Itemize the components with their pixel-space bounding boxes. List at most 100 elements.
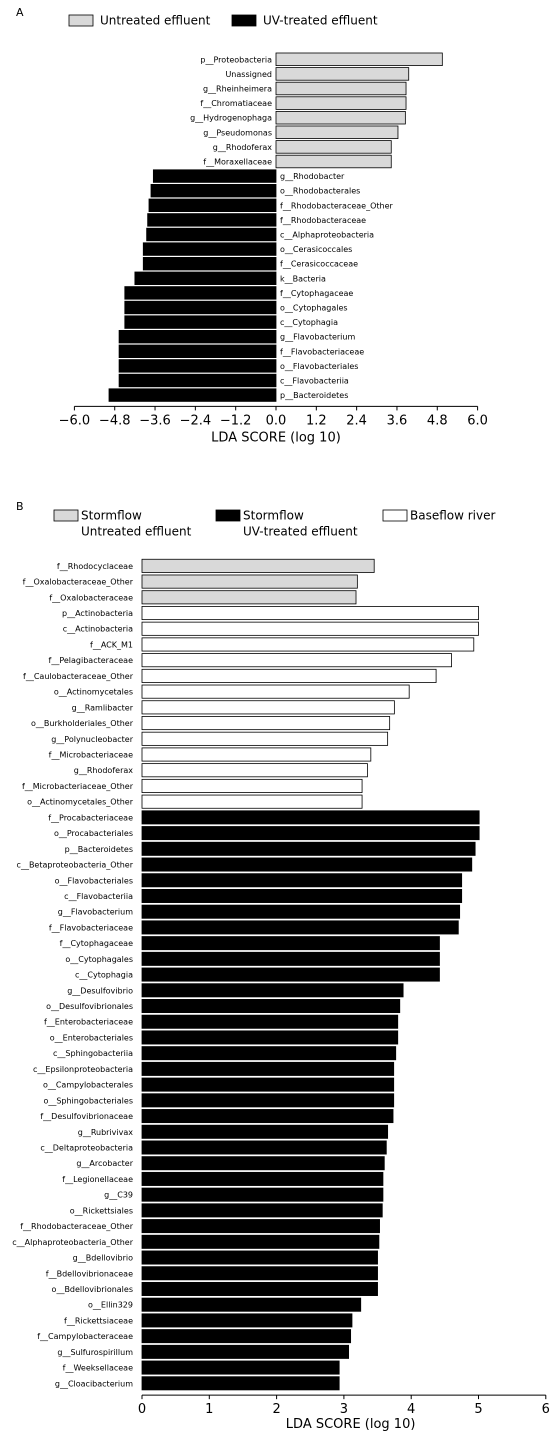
bar-label: o__Actinomycetales_Other <box>27 798 134 807</box>
bar <box>141 810 480 825</box>
bar <box>124 300 277 315</box>
bar-label: g__Cloacibacterium <box>55 1379 133 1388</box>
bar-label: o__Procabacteriales <box>54 829 133 838</box>
bar <box>141 668 437 683</box>
bar <box>152 169 277 183</box>
bar <box>275 140 392 154</box>
bar-label: p__Actinobacteria <box>62 609 133 618</box>
legend-label: UV-treated effluent <box>263 14 378 28</box>
x-tick-label: 6 <box>542 1402 550 1417</box>
bar-label: f__Cytophagaceae <box>280 289 353 298</box>
legend-label-line2: UV-treated effluent <box>243 525 358 539</box>
bar-label: g__Ramlibacter <box>72 703 134 712</box>
bar <box>118 344 277 359</box>
bar-label: f__Oxalobacteraceae <box>49 593 133 602</box>
x-tick-label: 6.0 <box>467 413 488 428</box>
bar <box>141 999 401 1014</box>
bar <box>141 1109 394 1124</box>
bar-label: f__Weeksellaceae <box>63 1364 133 1373</box>
bar <box>124 286 277 300</box>
bar <box>141 1203 383 1218</box>
bar <box>141 1046 397 1061</box>
x-tick-label: −2.4 <box>180 413 212 428</box>
bar-label: g__Rhodoferax <box>213 143 273 152</box>
bar-label: g__Rhodoferax <box>74 766 134 775</box>
bar-label: g__Arcobacter <box>76 1159 133 1168</box>
bar <box>141 1187 384 1202</box>
x-tick-label: 4.8 <box>427 413 448 428</box>
bar <box>141 936 440 951</box>
bar-label: c__Cytophagia <box>75 971 133 980</box>
bar <box>147 213 277 227</box>
bar <box>141 1344 350 1359</box>
bar-label: g__Sulfurospirillum <box>57 1348 133 1357</box>
bar <box>141 1077 395 1092</box>
x-tick-label: −4.8 <box>99 413 131 428</box>
bar-label: g__Rhodobacter <box>280 172 345 181</box>
bar-label: f__Rhodocyclaceae <box>57 562 133 571</box>
x-tick-label: 1 <box>205 1402 213 1417</box>
bar-label: o__Cytophagales <box>280 304 348 313</box>
bar <box>141 794 363 809</box>
bar <box>146 227 277 242</box>
bar-label: g__Rubrivivax <box>78 1128 134 1137</box>
bar <box>141 763 368 778</box>
bar-label: f__Procabacteriaceae <box>48 813 133 822</box>
x-axis-label: LDA SCORE (log 10) <box>211 430 341 445</box>
bar <box>141 778 363 793</box>
bar-label: f__Desulfovibrionaceae <box>40 1112 133 1121</box>
x-tick-label: 3 <box>340 1402 348 1417</box>
bar-label: f__Flavobacteriaceae <box>280 347 364 356</box>
bar <box>141 558 375 573</box>
bar <box>141 1250 378 1265</box>
bar <box>141 1061 395 1076</box>
bar <box>141 1171 384 1186</box>
bar <box>141 1376 340 1391</box>
bar-label: o__Bdellovibrionales <box>52 1285 133 1294</box>
bar <box>141 1313 353 1328</box>
bar-label: f__Enterobacteriaceae <box>44 1018 133 1027</box>
bar-label: g__Desulfovibrio <box>67 986 133 995</box>
x-tick-label: 0.0 <box>266 413 287 428</box>
bar <box>141 1219 380 1234</box>
bar <box>141 857 473 872</box>
bar-label: o__Desulfovibrionales <box>46 1002 133 1011</box>
bar <box>141 1266 378 1281</box>
bar <box>118 373 277 388</box>
bar-label: c__Flavobacteriia <box>280 377 349 386</box>
bar <box>141 873 463 888</box>
panel-letter: B <box>16 500 24 513</box>
x-tick-label: 5 <box>474 1402 482 1417</box>
bar-label: c__Cytophagia <box>280 318 338 327</box>
bar-label: f__Moraxellaceae <box>203 158 272 167</box>
bar-label: g__Hydrogenophaga <box>190 114 272 123</box>
bar-label: p__Proteobacteria <box>200 55 272 64</box>
bar-label: o__Ellin329 <box>88 1301 133 1310</box>
bar <box>275 96 407 110</box>
legend-label: Baseflow river <box>410 509 496 523</box>
bar-label: o__Flavobacteriales <box>55 876 133 885</box>
bar-label: o__Flavobacteriales <box>280 362 358 371</box>
bar-label: g__Pseudomonas <box>203 128 272 137</box>
bar <box>141 951 440 966</box>
bar <box>275 52 443 67</box>
bar-label: f__Legionellaceae <box>62 1175 133 1184</box>
bar-label: f__Bdellovibrionaceae <box>46 1269 133 1278</box>
bar-label: p__Bacteroidetes <box>280 391 348 400</box>
x-tick-label: −6.0 <box>59 413 91 428</box>
bar <box>275 67 410 81</box>
bar <box>141 983 404 998</box>
bar <box>141 590 357 605</box>
bar-label: f__Chromatiaceae <box>200 99 272 108</box>
x-tick-label: −1.2 <box>220 413 252 428</box>
bar-label: f__Cytophagaceae <box>60 939 133 948</box>
bar <box>141 826 480 841</box>
legend-swatch <box>382 509 408 522</box>
bar-label: o__Rickettsiales <box>70 1206 133 1215</box>
bar <box>134 271 277 286</box>
bar-label: o__Campylobacterales <box>43 1081 133 1090</box>
bar-label: f__Rhodobacteraceae_Other <box>280 201 394 210</box>
bar-label: f__Flavobacteriaceae <box>49 923 133 932</box>
bar <box>148 198 277 213</box>
